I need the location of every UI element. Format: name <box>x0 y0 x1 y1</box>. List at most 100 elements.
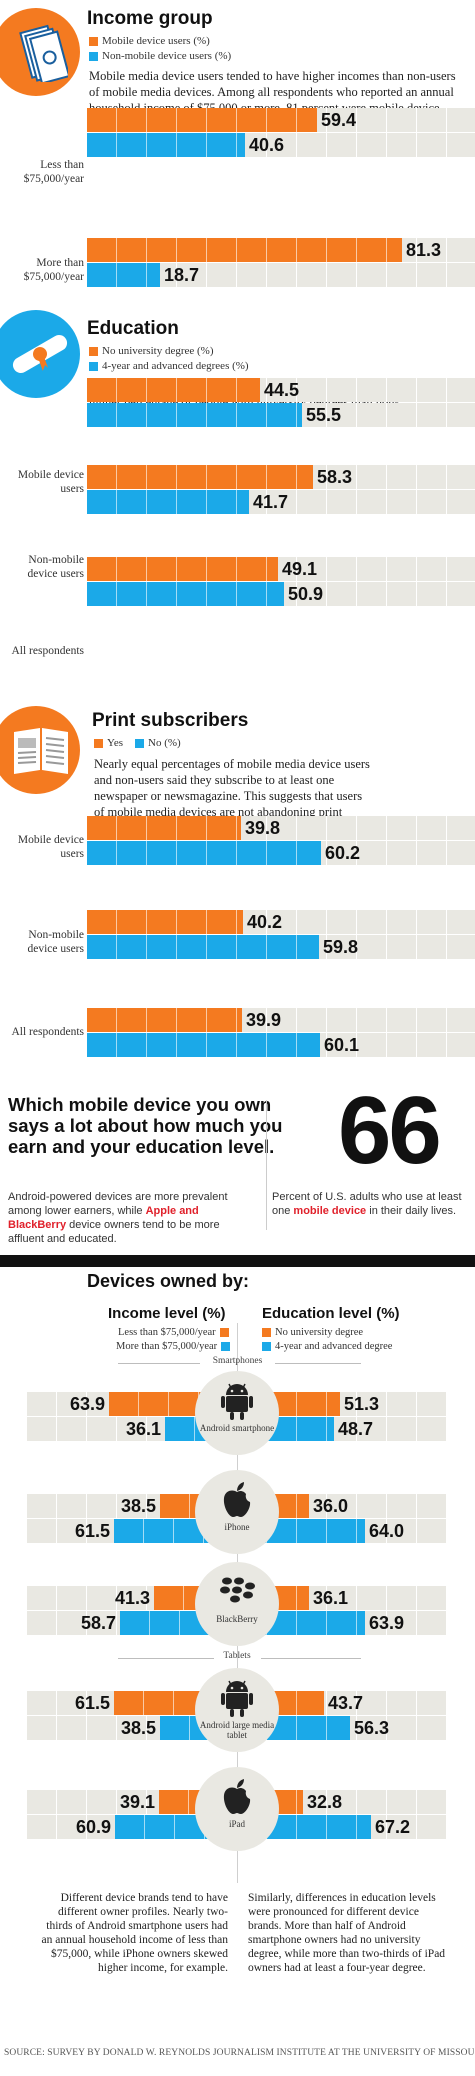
device-name: BlackBerry <box>216 1614 258 1624</box>
education-bar-orange-2 <box>87 557 278 581</box>
legend-label: Less than $75,000/year <box>118 1327 216 1338</box>
print-bar-blue-0-value: 60.2 <box>325 843 361 863</box>
device-0-circle: Android smartphone <box>195 1371 279 1455</box>
legend-label: Mobile device users (%) <box>102 35 210 47</box>
devices-section: Devices owned by: Income level (%) Educa… <box>0 1267 475 2057</box>
diploma-icon <box>12 335 68 373</box>
legend-label: No university degree <box>275 1327 364 1338</box>
android-icon <box>217 1678 257 1718</box>
print-bar-blue-2-value: 60.1 <box>324 1035 360 1055</box>
print-title: Print subscribers <box>92 710 249 731</box>
android-icon <box>217 1381 257 1421</box>
orange-swatch <box>89 36 98 46</box>
device-0-edu-degree-value: 48.7 <box>338 1419 374 1439</box>
income-title: Income group <box>87 8 213 29</box>
newspaper-icon <box>14 728 68 774</box>
blackberry-icon <box>217 1572 257 1612</box>
device-2-edu-degree-value: 63.9 <box>369 1613 405 1633</box>
income-row-label-2: More than $75,000/year <box>23 257 84 283</box>
device-1-income-low-value: 38.5 <box>120 1496 156 1516</box>
income-bar-blue-1-value: 18.7 <box>164 265 200 285</box>
device-name: iPhone <box>224 1522 250 1532</box>
device-0-edu-none-value: 51.3 <box>344 1394 380 1414</box>
device-2-edu-none-value: 36.1 <box>313 1588 349 1608</box>
tablets-line-left <box>118 1658 214 1659</box>
caption-b: in their daily lives. <box>366 1205 457 1217</box>
education-bar-orange-2-value: 49.1 <box>282 559 318 579</box>
education-bar-orange-1-value: 58.3 <box>317 467 353 487</box>
legend-label: Non-mobile device users (%) <box>102 50 232 62</box>
legend-label: No university degree (%) <box>102 345 214 357</box>
devices-title: Devices owned by: <box>87 1271 250 1291</box>
smartphones-label: Smartphones <box>212 1356 263 1366</box>
education-legend-1: No university degree (%) <box>89 345 214 357</box>
print-description: Nearly equal percentages of mobile media… <box>94 757 370 835</box>
source-line: SOURCE: SURVEY BY DONALD W. REYNOLDS JOU… <box>4 2048 474 2058</box>
device-3-edu-degree-value: 56.3 <box>354 1718 390 1738</box>
income-row-label-1: Less than $75,000/year <box>23 159 84 185</box>
blue-swatch <box>89 51 98 61</box>
print-section: Print subscribers Yes No (%) Nearly equa… <box>0 700 475 1080</box>
income-bar-blue-1 <box>87 263 160 287</box>
print-row-label-2: Non-mobile device users <box>27 929 84 955</box>
device-4-income-low-value: 39.1 <box>119 1792 155 1812</box>
income-section: Income group Mobile device users (%) Non… <box>0 0 475 310</box>
income-bar-blue-0-value: 40.6 <box>249 135 285 155</box>
print-bar-blue-1-value: 59.8 <box>323 937 359 957</box>
education-row-label-2: Non-mobile device users <box>27 554 84 580</box>
income-legend-2: Non-mobile device users (%) <box>89 50 231 62</box>
education-bar-blue-2-value: 50.9 <box>288 584 324 604</box>
income-bar-blue-0 <box>87 133 245 157</box>
print-bar-blue-0 <box>87 841 321 865</box>
device-0-income-low-value: 63.9 <box>69 1394 105 1414</box>
big-number-caption: Percent of U.S. adults who use at least … <box>272 1190 472 1218</box>
income-bar-orange-0 <box>87 108 317 132</box>
legend-label: 4-year and advanced degrees (%) <box>102 360 249 372</box>
print-legend: Yes No (%) <box>94 737 181 749</box>
left-legend-1: Less than $75,000/year <box>118 1327 229 1338</box>
devices-foot-right: Similarly, differences in education leve… <box>248 1892 446 1974</box>
print-bar-blue-1 <box>87 935 319 959</box>
device-1-edu-none-value: 36.0 <box>313 1496 349 1516</box>
education-row-label-3: All respondents <box>11 645 84 657</box>
legend-label: No (%) <box>148 737 181 749</box>
big-number: 66 <box>338 1077 442 1184</box>
orange-swatch <box>262 1328 271 1337</box>
device-2-circle: BlackBerry <box>195 1562 279 1646</box>
print-bar-orange-1-value: 40.2 <box>247 912 283 932</box>
education-bar-blue-1-value: 41.7 <box>253 492 289 512</box>
promo-headline: Which mobile device you own says a lot a… <box>8 1094 283 1157</box>
apple-icon <box>217 1480 257 1520</box>
tablets-line-right <box>261 1658 361 1659</box>
orange-swatch <box>219 1328 229 1337</box>
promo-sub-a: Android-powered devices are more prevale… <box>8 1191 228 1217</box>
device-3-income-high-value: 38.5 <box>120 1718 156 1738</box>
device-4-edu-none-value: 32.8 <box>307 1792 343 1812</box>
education-bar-blue-1 <box>87 490 249 514</box>
education-title: Education <box>87 318 179 339</box>
blue-swatch <box>89 361 98 371</box>
education-bar-orange-1 <box>87 465 313 489</box>
income-legend-1: Mobile device users (%) <box>89 35 210 47</box>
print-bar-blue-2 <box>87 1033 320 1057</box>
device-4-circle: iPad <box>195 1767 279 1851</box>
promo-sub-b: device owners tend to be more affluent a… <box>8 1219 220 1245</box>
device-3-income-low-value: 61.5 <box>74 1693 110 1713</box>
education-level-header: Education level (%) <box>262 1305 400 1322</box>
smartphones-line-right <box>275 1363 361 1364</box>
education-bar-blue-2 <box>87 582 284 606</box>
promo-divider <box>266 1100 267 1230</box>
legend-label: 4-year and advanced degree <box>275 1341 393 1352</box>
device-2-income-high-value: 58.7 <box>80 1613 116 1633</box>
print-bar-orange-2-value: 39.9 <box>246 1010 282 1030</box>
income-bar-orange-0-value: 59.4 <box>321 110 357 130</box>
device-1-income-high-value: 61.5 <box>74 1521 110 1541</box>
device-name: Android large media tablet <box>199 1720 275 1740</box>
device-name: Android smartphone <box>199 1423 275 1433</box>
right-legend-1: No university degree <box>262 1327 363 1338</box>
print-row-label-1: Mobile device users <box>17 834 84 860</box>
legend-label: Yes <box>107 737 124 749</box>
education-bar-blue-0-value: 55.5 <box>306 405 342 425</box>
device-1-circle: iPhone <box>195 1470 279 1554</box>
money-icon <box>19 24 68 82</box>
